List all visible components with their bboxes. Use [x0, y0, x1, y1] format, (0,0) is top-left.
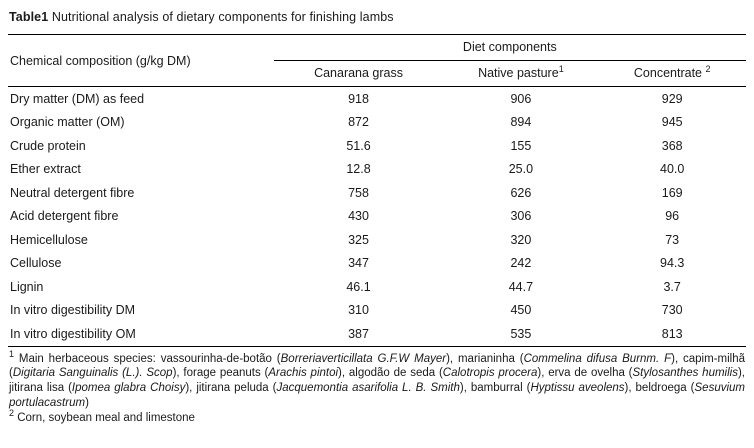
- column-header-label: Canarana grass: [314, 66, 404, 80]
- cell-value: 730: [661, 303, 683, 318]
- footnote-text: ), marianinha (: [446, 352, 524, 365]
- species-name: Ipomea glabra Choisy: [71, 381, 186, 394]
- column-header-0: Canarana grass: [274, 61, 444, 87]
- cell-value: 813: [661, 326, 683, 341]
- row-label: Acid detergent fibre: [10, 209, 119, 224]
- column-header-1: Native pasture1: [443, 61, 598, 87]
- cell-value: 46.1: [346, 279, 371, 294]
- cell-value: 945: [661, 115, 683, 130]
- table-row: Acid detergent fibre 430 306 96: [8, 205, 746, 229]
- footnote-marker: 1: [9, 348, 15, 359]
- nutrition-table: Chemical composition (g/kg DM) Diet comp…: [8, 34, 746, 347]
- species-name: Calotropis procera: [442, 367, 538, 380]
- table-caption: Table1 Nutritional analysis of dietary c…: [9, 10, 746, 24]
- footnote-text: ), jitirana lisa (: [9, 367, 745, 394]
- row-label: Hemicellulose: [10, 232, 88, 247]
- cell-value: 368: [661, 138, 683, 153]
- table-row: Crude protein 51.6 155 368: [8, 134, 746, 158]
- cell-value: 44.7: [508, 279, 534, 294]
- row-label: Lignin: [10, 279, 44, 294]
- table-header: Chemical composition (g/kg DM) Diet comp…: [8, 34, 746, 87]
- footnote-text: Main herbaceous species: vassourinha-de-…: [14, 352, 281, 365]
- table-row: Dry matter (DM) as feed 918 906 929: [8, 87, 746, 111]
- table-row: In vitro digestibility OM 387 535 813: [8, 322, 746, 346]
- cell-value: 320: [510, 232, 532, 247]
- table-row: Organic matter (OM) 872 894 945: [8, 111, 746, 135]
- table-row: Lignin 46.1 44.7 3.7: [8, 275, 746, 299]
- table-caption-text: Nutritional analysis of dietary componen…: [48, 10, 394, 24]
- cell-value: 96: [665, 209, 680, 224]
- species-name: Stylosanthes humilis: [632, 367, 738, 380]
- cell-value: 169: [661, 185, 683, 200]
- row-label: In vitro digestibility OM: [10, 326, 136, 341]
- column-header-label: Concentrate: [633, 66, 706, 80]
- column-group-header-diet-components: Diet components: [273, 34, 746, 61]
- footnote-marker: 2: [705, 63, 711, 74]
- footnote-marker: 2: [9, 408, 15, 419]
- footnote-text: ), capim-milhã (: [9, 352, 745, 380]
- footnote-text: ), algodão de seda (: [338, 367, 443, 380]
- column-header-label: Native pasture: [478, 66, 559, 80]
- table-body: Dry matter (DM) as feed 918 906 929 Organic …: [8, 87, 746, 347]
- species-name: Commelina difusa Burnm. F: [523, 352, 672, 365]
- footnote-2: 2 Corn, soybean meal and limestone: [9, 408, 745, 426]
- footnote-1: 1 Main herbaceous species: vassourinha-d…: [9, 348, 745, 411]
- footnote-text: ), bamburral (: [459, 381, 531, 394]
- cell-value: 94.3: [660, 256, 685, 271]
- species-name: Jacquemontia asarifolia L. B. Smith: [276, 381, 460, 394]
- cell-value: 430: [348, 209, 369, 224]
- table-row: In vitro digestibility DM 310 450 730: [8, 299, 746, 323]
- cell-value: 626: [510, 185, 532, 200]
- species-name: Sesuvium portulacastrum: [9, 381, 745, 409]
- cell-value: 3.7: [663, 279, 681, 294]
- table-row: Hemicellulose 325 320 73: [8, 228, 746, 252]
- row-label: In vitro digestibility DM: [10, 303, 136, 318]
- footnote-text: ): [85, 396, 89, 409]
- footnotes: 1 Main herbaceous species: vassourinha-d…: [8, 348, 746, 427]
- row-label: Organic matter (OM): [10, 115, 125, 130]
- table-row: Cellulose 347 242 94.3: [8, 252, 746, 276]
- cell-value: 310: [348, 303, 369, 318]
- row-label: Ether extract: [10, 162, 81, 177]
- cell-value: 155: [510, 138, 532, 153]
- cell-value: 387: [348, 326, 369, 341]
- footnote-text: Corn, soybean meal and limestone: [14, 412, 195, 425]
- cell-value: 918: [348, 91, 369, 106]
- footnote-marker: 1: [558, 63, 564, 74]
- cell-value: 306: [510, 209, 532, 224]
- footnote-text: ), jitirana peluda (: [185, 381, 277, 394]
- cell-value: 347: [348, 256, 369, 271]
- row-label: Cellulose: [10, 256, 62, 271]
- row-label: Dry matter (DM) as feed: [10, 91, 145, 106]
- footnote-text: ), erva de ovelha (: [537, 367, 633, 380]
- cell-value: 40.0: [660, 162, 685, 177]
- footnote-text: ), beldroega (: [624, 381, 695, 394]
- cell-value: 906: [510, 91, 532, 106]
- table-caption-label: Table1: [9, 10, 49, 24]
- row-label: Neutral detergent fibre: [10, 185, 135, 200]
- cell-value: 51.6: [346, 138, 371, 153]
- cell-value: 25.0: [508, 162, 534, 177]
- species-name: Arachis pintoi: [268, 367, 339, 380]
- row-label: Crude protein: [10, 138, 86, 153]
- cell-value: 872: [348, 115, 369, 130]
- species-name: Digitaria Sanguinalis (L.). Scop: [12, 367, 173, 380]
- column-header-chemical-composition: Chemical composition (g/kg DM): [10, 53, 191, 68]
- table-row: Neutral detergent fibre 758 626 169: [8, 181, 746, 205]
- cell-value: 929: [661, 91, 683, 106]
- column-header-2: Concentrate 2: [598, 61, 746, 87]
- cell-value: 535: [510, 326, 532, 341]
- cell-value: 73: [665, 232, 680, 247]
- species-name: Hyptissu aveolens: [530, 381, 625, 394]
- species-name: Borreriaverticillata G.F.W Mayer: [280, 352, 447, 365]
- cell-value: 758: [348, 185, 369, 200]
- cell-value: 450: [510, 303, 532, 318]
- cell-value: 894: [510, 115, 532, 130]
- cell-value: 12.8: [346, 162, 371, 177]
- table-row: Ether extract 12.8 25.0 40.0: [8, 158, 746, 182]
- footnote-text: ), forage peanuts (: [172, 367, 269, 380]
- cell-value: 325: [348, 232, 369, 247]
- cell-value: 242: [510, 256, 532, 271]
